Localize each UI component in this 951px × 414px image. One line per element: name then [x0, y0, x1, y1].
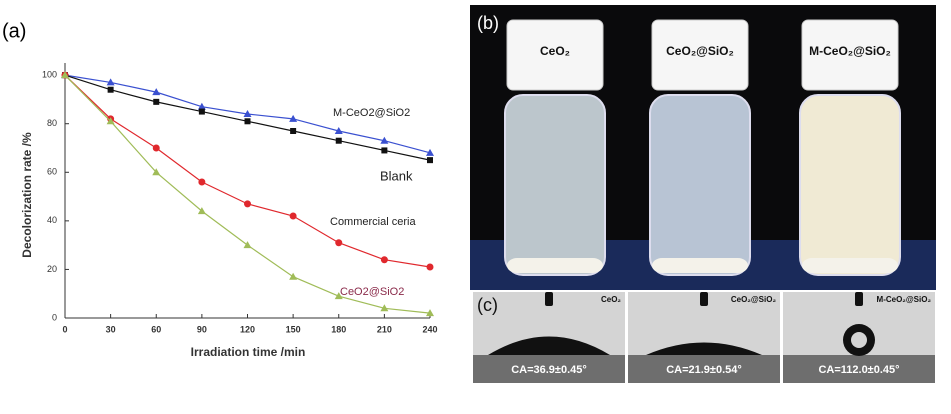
marker — [243, 241, 252, 249]
vial-cap — [801, 19, 899, 91]
contact-angle-label: CA=112.0±0.45° — [818, 364, 899, 376]
series-label: Commercial ceria — [330, 216, 416, 228]
marker — [106, 78, 115, 86]
marker — [61, 71, 69, 79]
x-axis-label: Irradiation time /min — [191, 345, 306, 359]
droplet — [488, 336, 610, 355]
marker — [198, 108, 205, 115]
vial-cap — [506, 19, 604, 91]
marker — [106, 117, 115, 125]
x-tick-label: 0 — [62, 324, 67, 334]
marker — [107, 86, 114, 93]
marker — [381, 147, 388, 154]
marker — [335, 239, 343, 247]
marker — [289, 114, 298, 122]
x-tick-label: 60 — [151, 324, 161, 334]
contact-angle-label: CA=36.9±0.45° — [511, 364, 587, 376]
droplet — [646, 342, 762, 355]
vial-body — [649, 94, 751, 276]
series-label: M-CeO2@SiO2 — [333, 107, 410, 119]
marker — [244, 200, 251, 208]
vial-cap — [651, 19, 749, 91]
y-tick-label: 100 — [42, 70, 57, 80]
marker — [380, 256, 388, 264]
marker — [380, 304, 389, 312]
vial-sediment — [507, 258, 603, 273]
marker — [426, 148, 434, 156]
marker — [334, 127, 343, 134]
y-tick-label: 40 — [47, 215, 57, 225]
x-tick-label: 90 — [197, 324, 207, 334]
marker — [289, 212, 297, 220]
y-tick-label: 20 — [47, 264, 57, 274]
x-tick-label: 30 — [106, 324, 116, 334]
vial-label: M-CeO₂@SiO₂ — [809, 44, 891, 58]
needle — [700, 292, 708, 306]
marker — [427, 157, 433, 164]
y-tick-label: 80 — [47, 118, 57, 128]
panel-label: (a) — [2, 20, 26, 42]
marker — [244, 118, 251, 125]
panel-label: (c) — [477, 295, 498, 315]
y-axis-label: Decolorization rate /% — [20, 132, 34, 258]
marker — [290, 128, 297, 134]
substrate — [783, 355, 935, 383]
sample-label: CeO₂@SiO₂ — [731, 295, 777, 304]
vial-body — [504, 94, 606, 276]
series-label: CeO2@SiO2 — [340, 286, 404, 298]
marker — [334, 292, 343, 300]
marker — [152, 88, 161, 96]
marker — [152, 168, 161, 176]
y-tick-label: 60 — [47, 167, 57, 177]
x-tick-label: 150 — [286, 324, 301, 334]
x-tick-label: 210 — [377, 324, 392, 334]
marker — [197, 102, 206, 110]
vial-sediment — [802, 258, 898, 273]
needle — [545, 292, 553, 306]
panel-label: (b) — [477, 13, 499, 33]
marker — [152, 144, 160, 152]
substrate — [473, 355, 625, 383]
x-tick-label: 180 — [331, 324, 346, 334]
vial-label: CeO₂@SiO₂ — [666, 44, 734, 58]
sample-label: M-CeO₂@SiO₂ — [877, 295, 932, 304]
vial-label: CeO₂ — [540, 44, 570, 58]
marker — [153, 98, 160, 105]
marker — [426, 263, 434, 271]
x-tick-label: 120 — [240, 324, 255, 334]
marker — [335, 137, 342, 144]
y-tick-label: 0 — [52, 312, 57, 322]
marker — [197, 207, 206, 215]
x-tick-label: 240 — [422, 324, 437, 334]
vial-body — [799, 94, 901, 276]
marker — [380, 136, 389, 144]
droplet-highlight — [851, 332, 867, 348]
series-line — [64, 74, 431, 268]
marker — [426, 309, 434, 317]
substrate — [628, 355, 780, 383]
vial-sediment — [652, 258, 748, 273]
marker — [243, 110, 252, 117]
sample-label: CeO₂ — [601, 295, 621, 304]
contact-angle-label: CA=21.9±0.54° — [666, 364, 742, 376]
marker — [289, 272, 298, 280]
series-label: Blank — [380, 168, 413, 183]
needle — [855, 292, 863, 306]
marker — [198, 178, 206, 186]
